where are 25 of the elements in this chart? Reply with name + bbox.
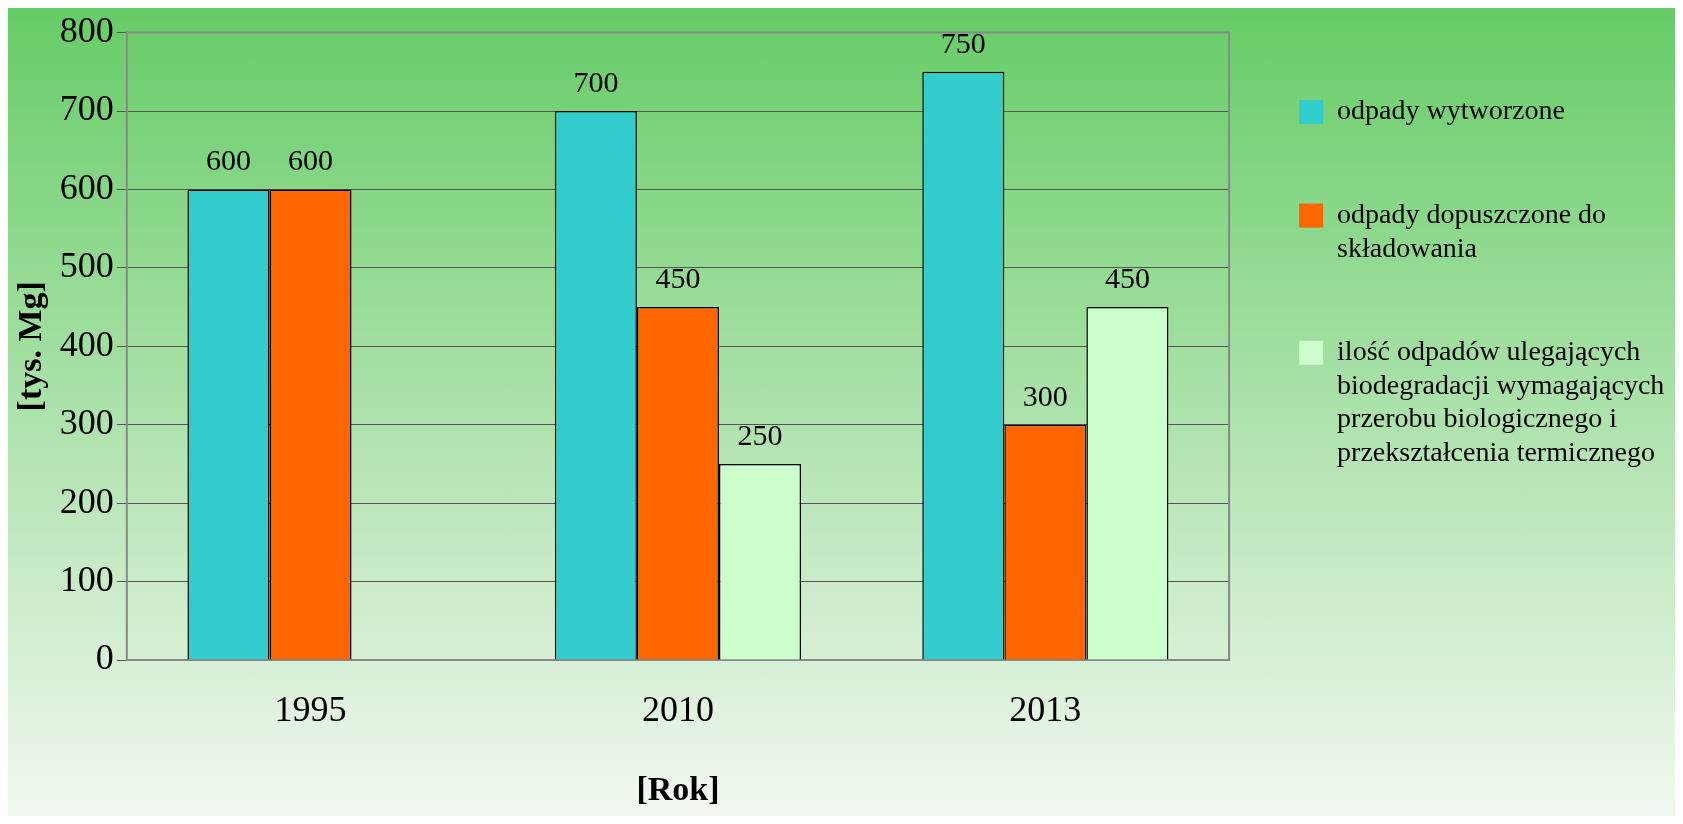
legend-label: odpady wytworzone xyxy=(1337,94,1565,126)
x-tick-label: 2013 xyxy=(1009,689,1082,730)
data-label: 300 xyxy=(1022,378,1068,412)
data-label: 450 xyxy=(1104,260,1150,294)
x-axis-title: [Rok] xyxy=(636,770,720,808)
legend-label: odpady dopuszczone do składowania xyxy=(1337,197,1607,263)
y-tick-label: 500 xyxy=(59,245,114,286)
y-tick-label: 300 xyxy=(59,402,114,443)
data-label: 250 xyxy=(737,417,783,451)
x-tick-label: 1995 xyxy=(274,689,347,730)
x-tick-label: 2010 xyxy=(641,689,714,730)
data-label: 600 xyxy=(205,143,251,177)
data-label: 750 xyxy=(940,25,986,59)
y-tick-label: 700 xyxy=(59,88,114,129)
y-tick-label: 800 xyxy=(59,10,114,51)
data-label: 600 xyxy=(288,143,334,177)
legend-label: ilość odpadów ulegających biodegradacji wymagających przerobu biologicznego i przekształcenia termicznego xyxy=(1337,335,1665,467)
data-label: 450 xyxy=(655,260,701,294)
data-label: 700 xyxy=(573,64,619,98)
y-tick-label: 100 xyxy=(59,559,114,600)
y-tick-label: 200 xyxy=(59,480,114,521)
y-tick-label: 600 xyxy=(59,166,114,207)
y-tick-label: 400 xyxy=(59,323,114,364)
y-tick-label: 0 xyxy=(95,637,114,678)
y-axis-title: [tys. Mg] xyxy=(11,281,49,412)
